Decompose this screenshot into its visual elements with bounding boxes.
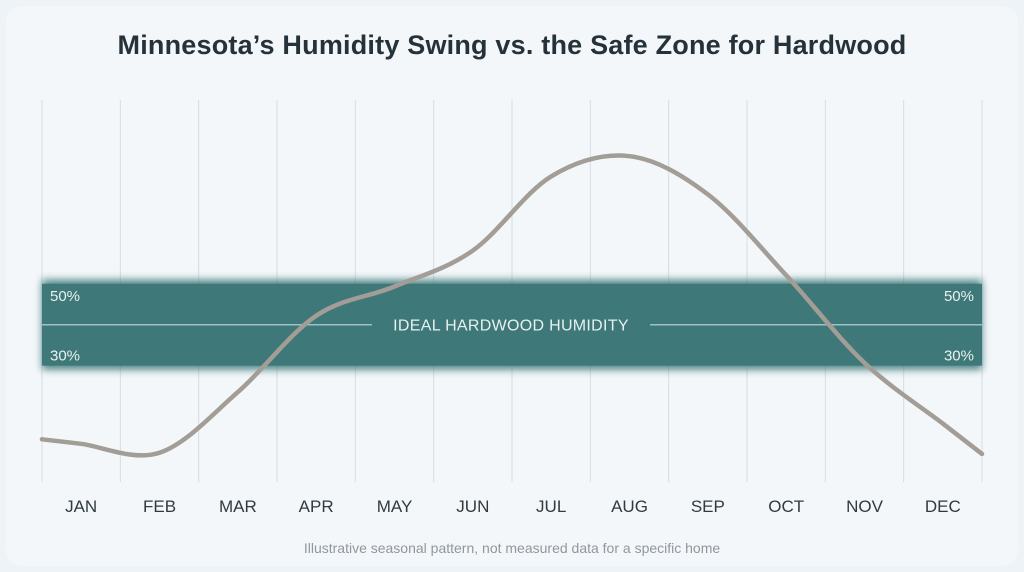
month-label: OCT [768, 497, 804, 516]
month-label: JUL [536, 497, 566, 516]
band-high-label-right: 50% [944, 288, 974, 305]
humidity-series [39, 153, 985, 458]
band-high-label-left: 50% [50, 288, 80, 305]
month-label: MAY [377, 497, 413, 516]
month-axis: JAN FEB MAR APR MAY JUN JUL AUG SEP OCT NOV DEC [65, 497, 961, 516]
month-label: JUN [456, 497, 489, 516]
month-label: SEP [691, 497, 725, 516]
band-label: IDEAL HARDWOOD HUMIDITY [393, 318, 629, 335]
band-low-label-right: 30% [944, 348, 974, 365]
month-label: AUG [611, 497, 648, 516]
ideal-humidity-band: IDEAL HARDWOOD HUMIDITY 50% 50% 30% 30% [42, 279, 982, 370]
month-label: FEB [143, 497, 176, 516]
chart-title: Minnesota’s Humidity Swing vs. the Safe … [117, 30, 907, 60]
chart-footnote: Illustrative seasonal pattern, not measu… [303, 540, 721, 556]
humidity-line [39, 153, 985, 458]
month-label: MAR [219, 497, 257, 516]
month-label: DEC [925, 497, 961, 516]
month-label: JAN [65, 497, 97, 516]
band-low-label-left: 30% [50, 348, 80, 365]
month-label: NOV [846, 497, 884, 516]
month-label: APR [299, 497, 334, 516]
